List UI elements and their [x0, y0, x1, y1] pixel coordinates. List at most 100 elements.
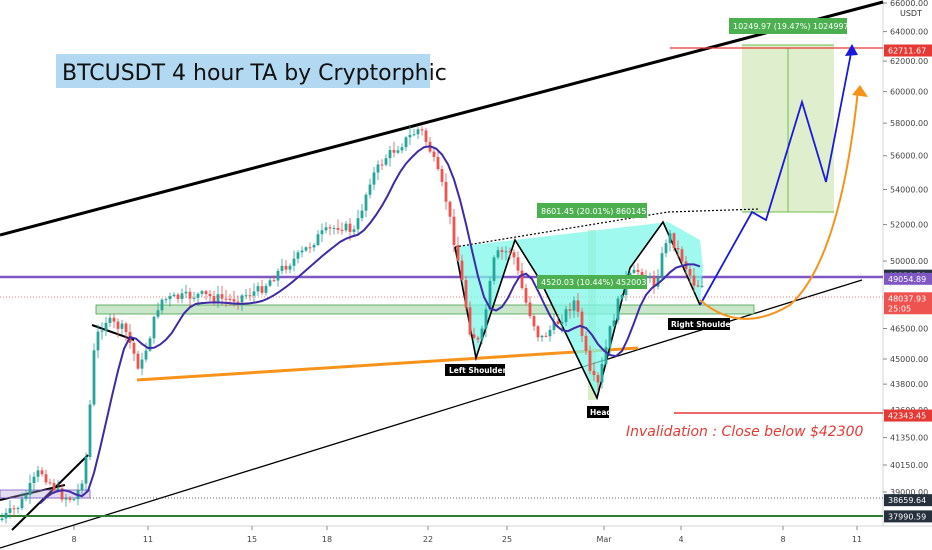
candle-body: [200, 291, 204, 294]
candle-body: [208, 294, 212, 297]
candle-body: [176, 294, 180, 299]
candle-body: [400, 147, 404, 151]
candle-body: [336, 227, 340, 230]
candle-body: [40, 470, 44, 475]
upper-channel-line: [0, 0, 884, 237]
candle-body: [240, 295, 244, 303]
price-tag-box: [884, 292, 932, 315]
candle-body: [316, 234, 320, 246]
candle-body: [108, 317, 112, 323]
candle-body: [276, 270, 280, 281]
candle-body: [44, 474, 48, 483]
price-tag-box: [884, 409, 932, 422]
candle-body: [584, 335, 588, 351]
candle-body: [220, 294, 224, 299]
candle-body: [236, 301, 240, 303]
candle-body: [516, 257, 520, 271]
candle-body: [548, 329, 552, 337]
support-zone: [95, 304, 755, 315]
y-tick-label: 64000.00: [890, 28, 928, 37]
label-left-shoulder: Left Shoulder: [445, 364, 507, 376]
measure-label-pattern: 8601.45 (20.01%) 860145: [537, 203, 647, 218]
measure-label-head: 4520.03 (10.44%) 452003: [537, 275, 647, 289]
candle-body: [576, 300, 580, 312]
candle-body: [136, 353, 140, 369]
candle-body: [92, 350, 96, 405]
candle-body: [460, 260, 464, 281]
candle-body: [164, 299, 168, 301]
x-tick-label: 11: [143, 535, 153, 544]
candle-body: [604, 347, 608, 365]
y-tick-label: 50000.00: [890, 257, 928, 266]
candle-body: [332, 227, 336, 229]
candle-body: [244, 295, 248, 297]
candle-body: [420, 129, 424, 131]
candle-body: [508, 251, 512, 253]
candle-body: [360, 210, 364, 219]
candle-body: [296, 252, 300, 259]
price-tag-label: 38659.64: [888, 496, 926, 505]
candle-body: [344, 223, 348, 231]
candle-body: [564, 309, 568, 322]
y-tick-label: 66000.00: [890, 0, 928, 8]
early-trend-line-2: [91, 324, 135, 341]
candle-body: [272, 280, 276, 282]
candle-body: [100, 330, 104, 332]
price-tag-label: 37990.59: [888, 512, 926, 521]
y-tick-label: 62000.00: [890, 57, 928, 66]
candle-body: [308, 247, 312, 249]
y-tick-label: 45000.00: [890, 355, 928, 364]
candle-body: [140, 359, 144, 369]
x-tick-label: Mar: [596, 535, 612, 544]
price-tag-countdown: 25:05: [888, 304, 911, 313]
candle-body: [528, 302, 532, 317]
candle-body: [588, 350, 592, 371]
x-tick-label: 11: [852, 535, 862, 544]
candle-body: [228, 298, 232, 300]
candle-body: [532, 316, 536, 327]
x-tick-label: 18: [322, 535, 332, 544]
candle-body: [640, 271, 644, 277]
candle-body: [224, 298, 228, 300]
candle-body: [616, 298, 620, 321]
candle-body: [124, 323, 128, 333]
candle-body: [680, 249, 684, 262]
candle-body: [444, 181, 448, 202]
y-tick-label: 46500.00: [890, 325, 928, 334]
candle-body: [292, 258, 296, 266]
candle-body: [424, 130, 428, 142]
candle-body: [496, 250, 500, 258]
candle-body: [536, 326, 540, 338]
candle-body: [596, 375, 600, 383]
candle-body: [608, 326, 612, 348]
candle-body: [88, 404, 92, 457]
candle-body: [652, 276, 656, 287]
candle-body: [268, 280, 272, 286]
candle-body: [392, 150, 396, 153]
measure-text-head: 4520.03 (10.44%) 452003: [541, 278, 646, 287]
projection-arrow-blue: [845, 44, 858, 56]
invalidation-text: Invalidation : Close below $42300: [626, 424, 864, 440]
y-tick-label: 39000.00: [890, 488, 928, 497]
head-text: Head: [590, 408, 612, 417]
y-tick-label: 40150.00: [890, 461, 928, 470]
candle-body: [148, 338, 152, 351]
candle-body: [56, 488, 60, 491]
x-tick-label: 8: [780, 535, 785, 544]
candle-body: [692, 275, 696, 286]
chart-title: BTCUSDT 4 hour TA by Cryptorphic: [62, 61, 447, 86]
candle-body: [32, 476, 36, 484]
candle-body: [84, 456, 88, 484]
candle-body: [524, 288, 528, 303]
candle-body: [0, 518, 4, 520]
price-tag-label: 49054.89: [888, 275, 926, 284]
moving-average-line: [39, 145, 701, 505]
price-tag-box: [884, 272, 932, 285]
measure-label-target: 10249.97 (19.47%) 1024997: [729, 18, 849, 34]
candle-body: [28, 483, 32, 496]
candle-body: [676, 247, 680, 250]
candle-body: [300, 250, 304, 253]
candle-body: [660, 253, 664, 278]
candle-body: [188, 291, 192, 299]
